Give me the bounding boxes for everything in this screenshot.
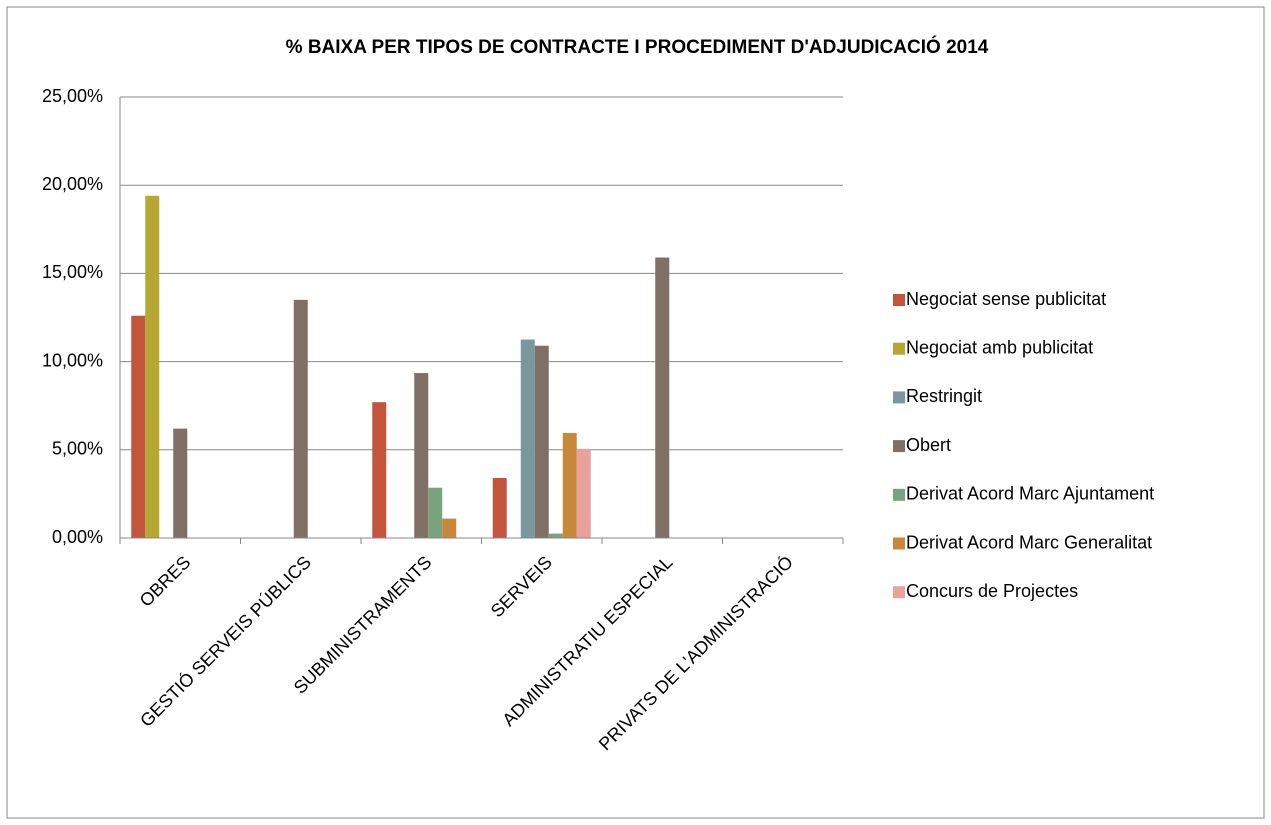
legend-swatch — [893, 342, 905, 355]
bar — [414, 373, 429, 538]
bar — [293, 299, 308, 538]
legend-label: Negociat sense publicitat — [906, 289, 1106, 309]
chart-frame — [6, 6, 1265, 819]
chart-title: % BAIXA PER TIPOS DE CONTRACTE I PROCEDI… — [286, 36, 989, 58]
legend-swatch — [893, 586, 905, 599]
legend-swatch — [893, 537, 905, 550]
bar — [372, 402, 387, 538]
bar — [173, 428, 188, 538]
bar — [562, 433, 577, 538]
bar — [442, 518, 457, 538]
bar — [131, 315, 146, 538]
legend-label: Derivat Acord Marc Ajuntament — [906, 484, 1154, 504]
bar — [576, 448, 591, 538]
legend-label: Negociat amb publicitat — [906, 337, 1093, 357]
bar — [548, 533, 563, 538]
legend-label: Restringit — [906, 386, 982, 406]
bar — [655, 257, 670, 538]
legend-swatch — [893, 440, 905, 453]
legend-swatch — [893, 294, 905, 306]
y-tick-label: 0,00% — [52, 527, 103, 547]
y-tick-label: 15,00% — [42, 262, 103, 282]
legend-swatch — [893, 488, 905, 501]
bar — [145, 195, 160, 538]
bar — [492, 478, 507, 538]
legend-swatch — [893, 391, 905, 404]
y-tick-label: 10,00% — [42, 350, 103, 370]
y-tick-label: 5,00% — [52, 439, 103, 459]
bar — [520, 339, 535, 538]
bar — [428, 487, 443, 538]
bar — [534, 345, 549, 538]
legend-label: Concurs de Projectes — [906, 581, 1078, 601]
legend-label: Obert — [906, 435, 951, 455]
y-tick-label: 20,00% — [42, 174, 103, 194]
y-tick-label: 25,00% — [42, 86, 103, 106]
legend-label: Derivat Acord Marc Generalitat — [906, 532, 1152, 552]
